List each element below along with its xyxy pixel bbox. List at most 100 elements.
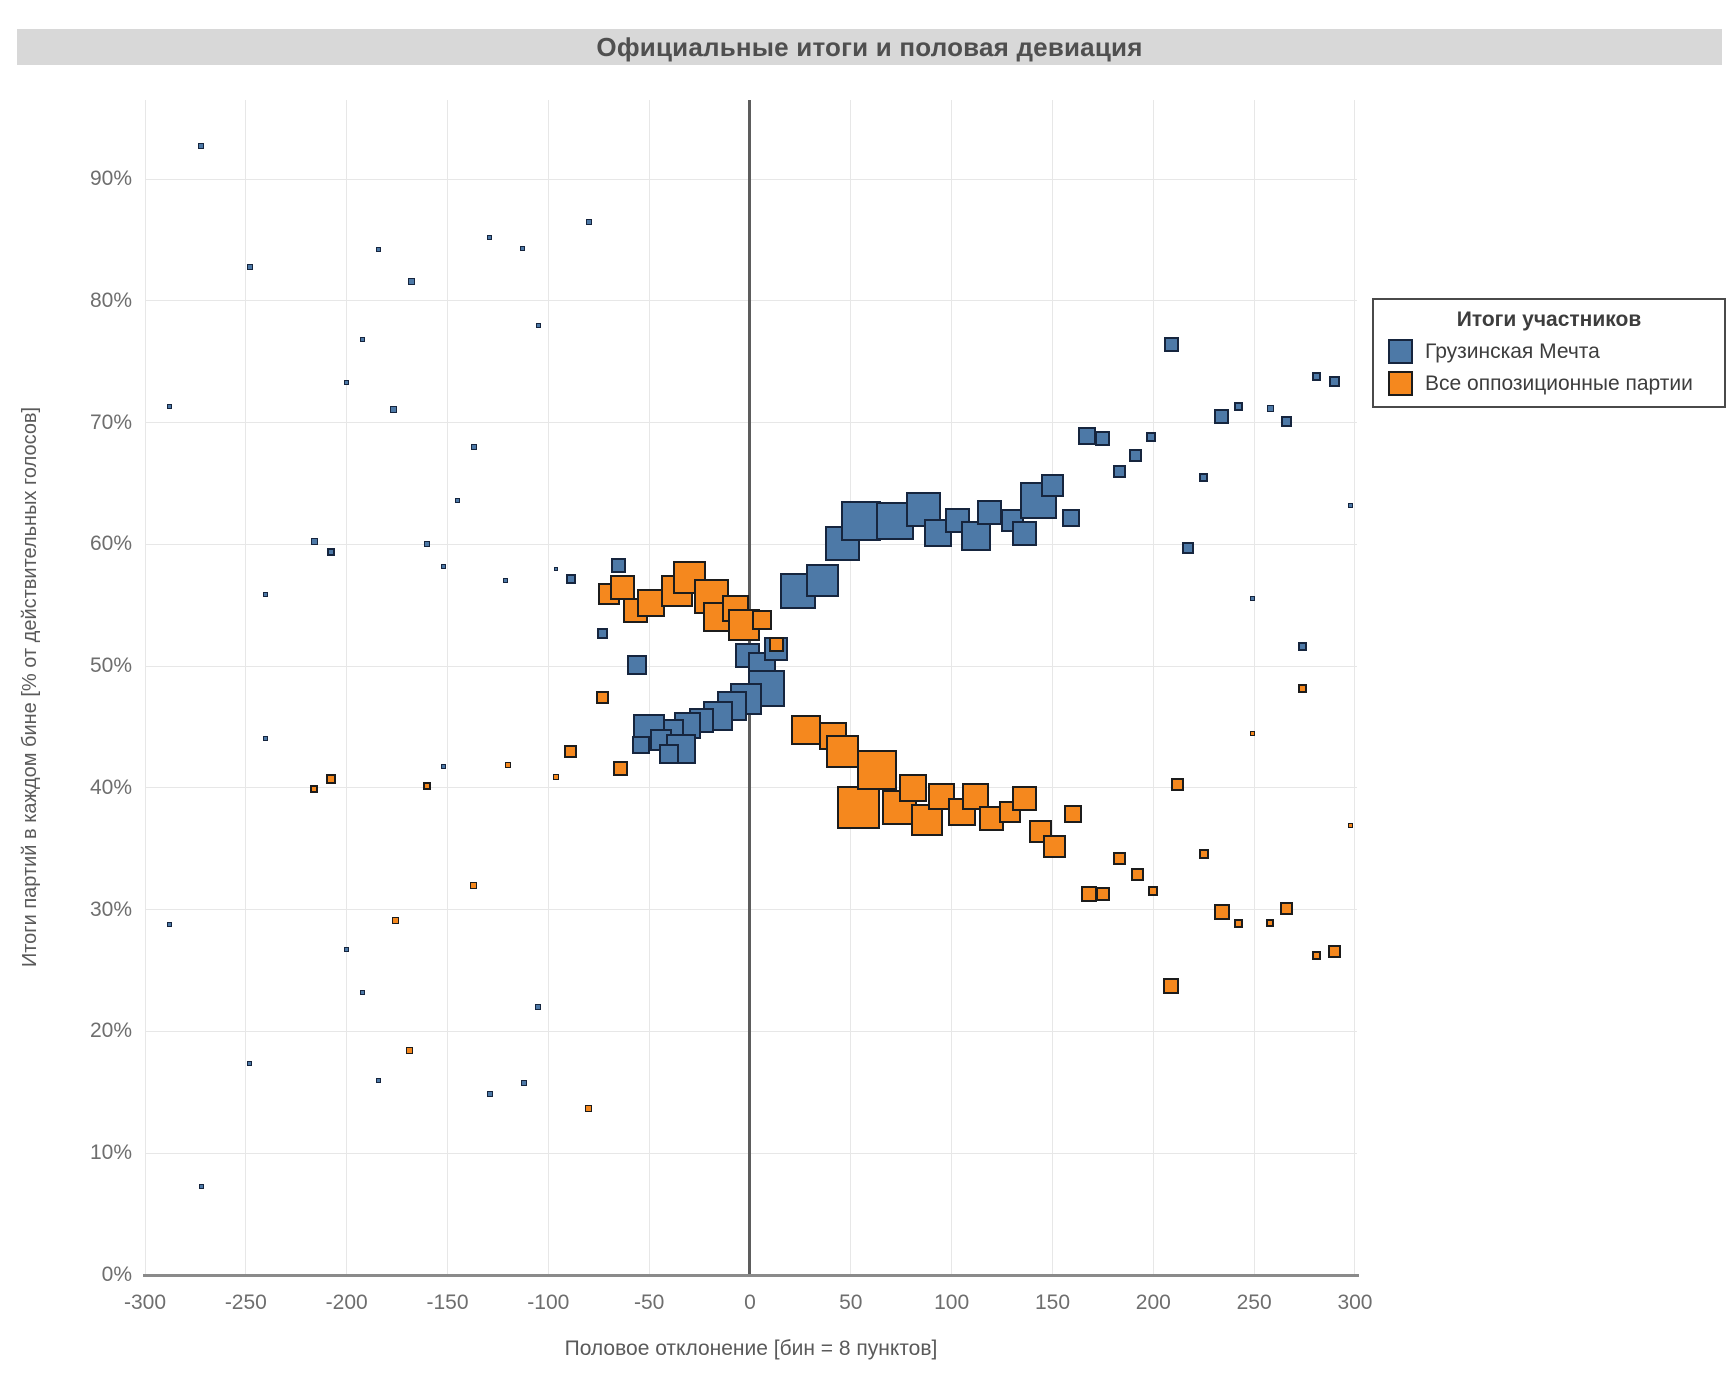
legend-swatch-georgian-dream xyxy=(1388,339,1413,364)
y-axis-title: Итоги партий в каждом бине [% от действи… xyxy=(19,406,41,968)
data-point-opposition xyxy=(1213,904,1230,921)
data-point-georgian-dream xyxy=(1249,595,1255,601)
data-point-opposition xyxy=(1080,885,1097,902)
data-point-georgian-dream xyxy=(1040,474,1064,498)
data-point-opposition xyxy=(1011,786,1037,812)
data-point-opposition xyxy=(857,749,898,790)
data-point-opposition xyxy=(1298,683,1308,693)
x-tick-label: -300 xyxy=(123,1291,167,1314)
data-point-georgian-dream xyxy=(360,337,366,343)
data-point-georgian-dream xyxy=(1011,520,1037,546)
y-tick-label: 60% xyxy=(89,532,132,556)
data-point-georgian-dream xyxy=(1233,402,1243,412)
data-point-georgian-dream xyxy=(263,591,269,597)
x-tick-label: 250 xyxy=(1236,1291,1272,1314)
data-point-opposition xyxy=(1095,886,1110,901)
data-point-opposition xyxy=(1233,918,1243,928)
legend-items: Грузинская Мечта Все оппозиционные партии xyxy=(1374,339,1724,396)
data-point-georgian-dream xyxy=(1112,464,1126,478)
legend-title: Итоги участников xyxy=(1456,308,1642,331)
legend-label: Все оппозиционные партии xyxy=(1425,371,1693,395)
gridline-vertical xyxy=(144,100,146,1275)
data-point-georgian-dream xyxy=(440,763,446,769)
legend-item: Грузинская Мечта xyxy=(1388,339,1724,364)
y-tick-label: 80% xyxy=(89,288,132,312)
x-axis-title: Половое отклонение [бин = 8 пунктов] xyxy=(564,1337,938,1360)
data-point-georgian-dream xyxy=(1280,415,1292,427)
legend-swatch-opposition xyxy=(1388,371,1413,396)
data-point-georgian-dream xyxy=(1095,430,1111,446)
data-point-georgian-dream xyxy=(424,541,431,548)
data-point-georgian-dream xyxy=(1199,472,1209,482)
data-point-opposition xyxy=(1279,901,1293,915)
x-tick-label: 300 xyxy=(1337,1291,1373,1314)
title-bar: Официальные итоги и половая девиация xyxy=(17,29,1722,65)
data-point-georgian-dream xyxy=(611,557,627,573)
data-point-georgian-dream xyxy=(659,743,680,764)
data-point-opposition xyxy=(1130,867,1144,881)
data-point-georgian-dream xyxy=(1128,449,1142,463)
data-point-opposition xyxy=(1312,951,1322,961)
gridline-vertical xyxy=(850,100,852,1275)
data-point-opposition xyxy=(826,734,860,768)
data-point-opposition xyxy=(1043,834,1066,858)
data-point-georgian-dream xyxy=(198,143,205,150)
legend-item: Все оппозиционные партии xyxy=(1388,371,1724,396)
data-point-georgian-dream xyxy=(554,566,559,571)
data-point-georgian-dream xyxy=(166,404,172,410)
y-tick-label: 50% xyxy=(89,654,132,678)
data-point-opposition xyxy=(1249,730,1255,736)
data-point-georgian-dream xyxy=(1163,337,1179,353)
data-point-georgian-dream xyxy=(360,990,366,995)
data-point-opposition xyxy=(596,691,610,705)
data-point-opposition xyxy=(585,1104,593,1112)
x-tick-label: -250 xyxy=(224,1291,267,1314)
legend: Итоги участников Грузинская Мечта Все опп… xyxy=(1372,298,1726,408)
data-point-opposition xyxy=(564,744,577,758)
data-point-georgian-dream xyxy=(198,1183,204,1189)
data-point-opposition xyxy=(1148,886,1159,897)
data-point-georgian-dream xyxy=(1214,409,1230,425)
data-point-georgian-dream xyxy=(521,1079,528,1086)
data-point-georgian-dream xyxy=(1312,371,1322,381)
legend-label: Грузинская Мечта xyxy=(1425,339,1600,363)
data-point-opposition xyxy=(791,714,822,745)
data-point-opposition xyxy=(553,773,560,780)
data-point-georgian-dream xyxy=(1061,508,1080,527)
data-point-georgian-dream xyxy=(246,263,253,270)
data-point-georgian-dream xyxy=(627,654,648,675)
data-point-georgian-dream xyxy=(486,1090,493,1097)
data-point-georgian-dream xyxy=(1329,375,1341,387)
data-point-opposition xyxy=(470,881,478,889)
data-point-opposition xyxy=(405,1047,413,1055)
gridline-vertical xyxy=(1051,100,1053,1275)
gridline-vertical xyxy=(1354,100,1356,1275)
x-tick-label: -50 xyxy=(633,1291,665,1314)
data-point-opposition xyxy=(610,574,636,600)
data-point-opposition xyxy=(1348,823,1354,829)
data-point-georgian-dream xyxy=(455,498,461,504)
data-point-georgian-dream xyxy=(326,547,335,556)
data-point-opposition xyxy=(837,785,881,829)
data-point-georgian-dream xyxy=(1298,642,1308,652)
data-point-georgian-dream xyxy=(440,563,446,569)
data-point-opposition xyxy=(899,773,928,802)
data-point-opposition xyxy=(962,782,990,810)
gridline-vertical xyxy=(346,100,348,1275)
gridline-vertical xyxy=(245,100,247,1275)
x-tick-label: 0 xyxy=(744,1291,756,1314)
data-point-georgian-dream xyxy=(960,520,991,551)
x-tick-label: -150 xyxy=(426,1291,469,1314)
data-point-opposition xyxy=(504,761,511,768)
gridline-vertical xyxy=(1152,100,1154,1275)
data-point-georgian-dream xyxy=(470,444,477,451)
data-point-opposition xyxy=(1163,978,1180,995)
y-tick-label: 20% xyxy=(89,1019,132,1043)
data-point-georgian-dream xyxy=(376,247,382,253)
data-point-opposition xyxy=(1198,848,1209,859)
data-point-georgian-dream xyxy=(166,921,172,927)
data-point-opposition xyxy=(391,917,399,925)
data-point-opposition xyxy=(423,781,432,790)
data-point-opposition xyxy=(613,760,629,776)
y-tick-label: 30% xyxy=(89,897,132,921)
